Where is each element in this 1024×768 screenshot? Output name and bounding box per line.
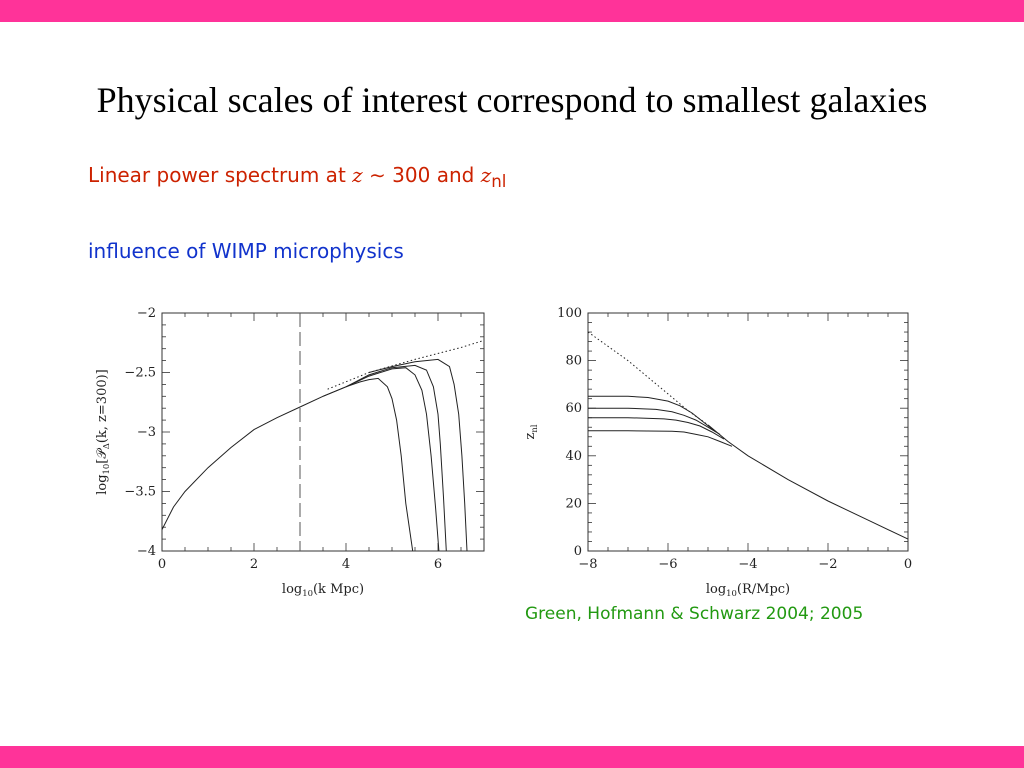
y-tick-label: 40 [565,449,582,464]
slide-title: Physical scales of interest correspond t… [96,80,928,120]
x-axis-label: log10(k Mpc) [282,582,364,598]
series-line-3 [588,395,717,433]
series-line-1 [327,339,485,390]
x-tick-label: −2 [818,557,837,572]
series-line-5 [588,417,725,440]
subtitle-z: z [352,163,363,187]
bottom-accent-bar [0,746,1024,768]
y-tick-label: −3.5 [124,485,156,500]
x-tick-label: 4 [342,557,350,572]
series-line-2 [161,377,414,552]
series-line-6 [588,430,733,447]
subtitle-wimp: influence of WIMP microphysics [88,239,404,263]
y-tick-label: 80 [565,354,582,369]
citation: Green, Hofmann & Schwarz 2004; 2005 [525,604,864,624]
y-tick-label: −3 [137,425,156,440]
power-spectrum-chart: 0 2 4 6 −4 −3.5 −3 −2.5 −2 log10(k Mpc) log10[𝒫Δ(k… [95,306,485,598]
x-tick-label: −8 [578,557,597,572]
series-line-4 [588,407,721,435]
top-accent-bar [0,0,1024,22]
x-tick-label: 2 [250,557,258,572]
y-tick-label: 0 [574,544,582,559]
x-axis-label: log10(R/Mpc) [706,582,790,598]
series-line-2 [707,424,909,540]
x-tick-label: 0 [904,557,912,572]
series-line-4 [345,364,447,552]
y-tick-label: −2 [137,306,156,321]
series-line-5 [368,358,468,552]
subtitle-sim: ∼ 300 and [362,163,481,187]
x-tick-label: −4 [738,557,757,572]
subtitle-power-spectrum: Linear power spectrum at z ∼ 300 and znl [88,162,506,195]
subtitle-z-nl: z [480,163,492,187]
series-line-3 [322,367,440,552]
y-tick-label: −4 [137,544,156,559]
series-line-1 [587,331,709,426]
subtitle-nl-subscript: nl [491,172,507,191]
nonlinear-redshift-chart: −8 −6 −4 −2 0 0 20 40 60 80 100 log10(R/Mpc) znl [523,306,912,598]
y-axis-label: znl [523,424,539,439]
x-tick-label: 0 [158,557,166,572]
y-tick-label: 100 [557,306,582,321]
y-tick-label: 60 [565,401,582,416]
y-tick-label: −2.5 [124,366,156,381]
x-tick-label: 6 [434,557,442,572]
plot-frame [587,312,909,552]
y-tick-label: 20 [565,496,582,511]
x-tick-label: −6 [658,557,677,572]
subtitle-text: Linear power spectrum at [88,163,353,187]
y-axis-label: log10[𝒫Δ(k, z=300)] [95,369,111,495]
